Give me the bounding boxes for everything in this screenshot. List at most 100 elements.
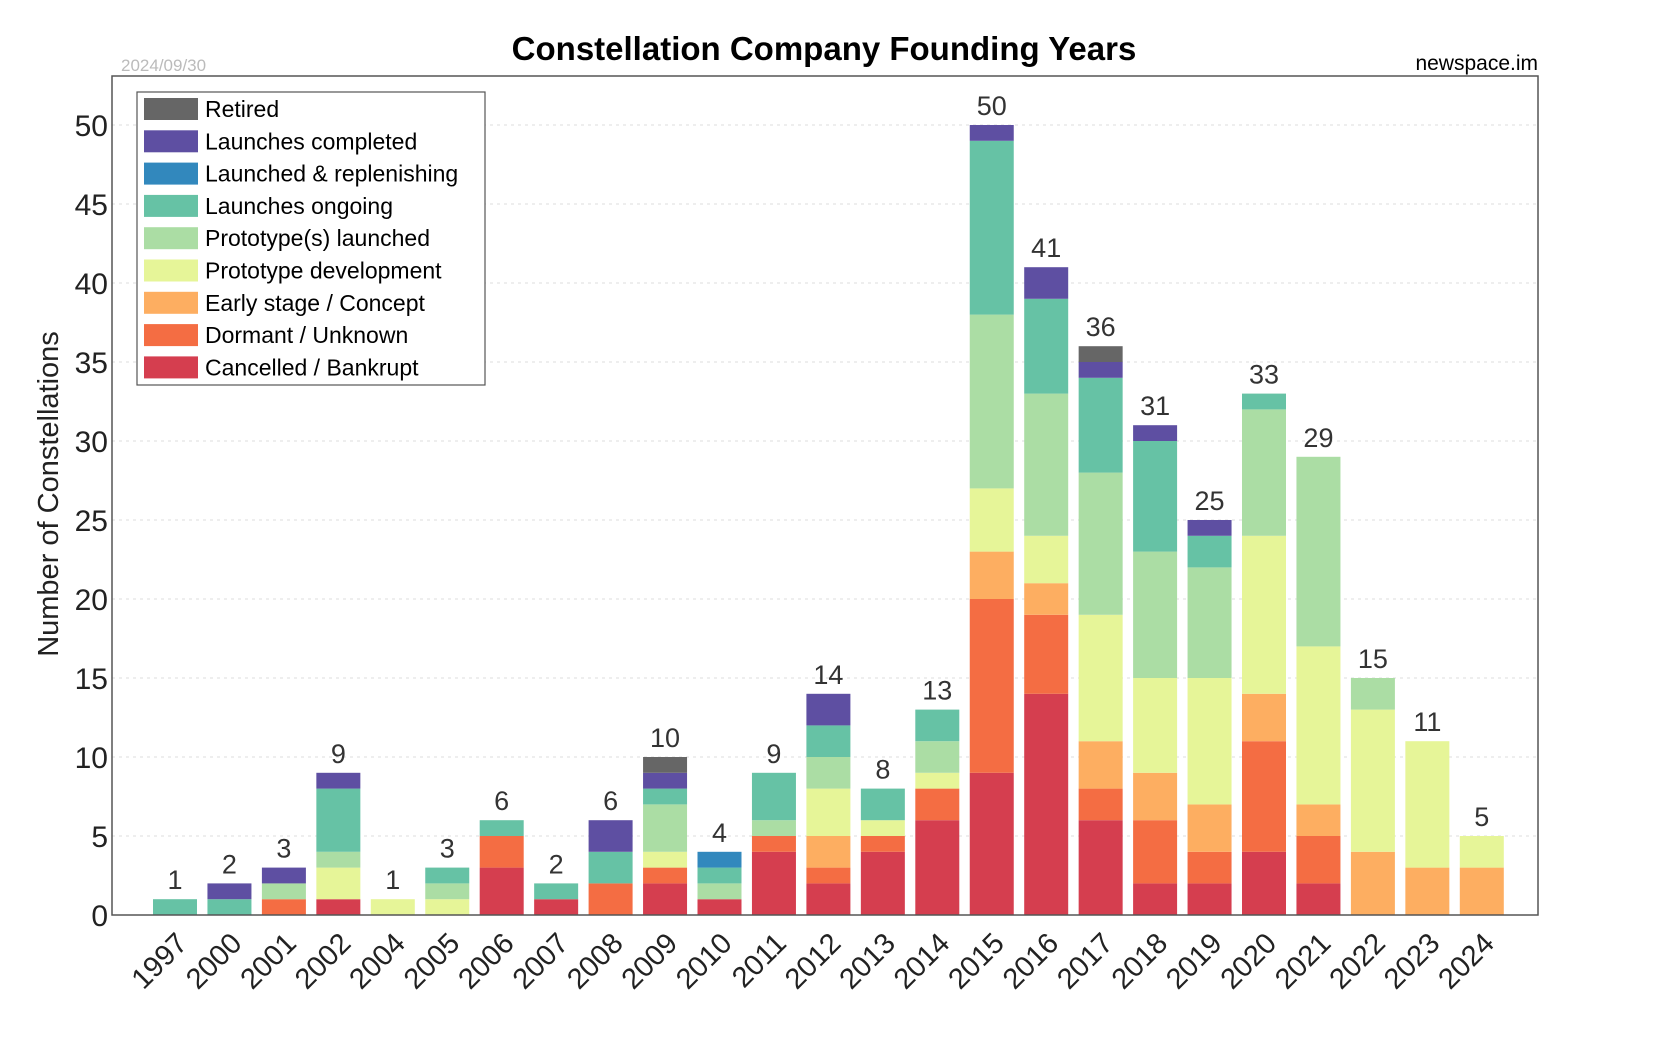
source-label: newspace.im xyxy=(1415,52,1538,75)
bar-segment xyxy=(261,899,306,915)
bar-segment xyxy=(316,772,361,789)
bar-total-label: 4 xyxy=(712,818,727,848)
bar-segment xyxy=(643,804,688,852)
bar-segment xyxy=(316,899,361,915)
bar-segment xyxy=(915,741,960,773)
bar-segment xyxy=(1133,820,1178,884)
chart-title: Constellation Company Founding Years xyxy=(512,30,1137,67)
bar-segment xyxy=(261,883,306,900)
bar-total-label: 9 xyxy=(331,739,346,769)
legend-swatch xyxy=(144,259,198,282)
x-tick-label: 2023 xyxy=(1378,927,1446,995)
bar-segment xyxy=(1242,409,1286,536)
bar-total-label: 1 xyxy=(167,865,182,895)
x-axis-ticks: 1997200020012002200420052006200720082009… xyxy=(126,927,1501,995)
x-tick-label: 2002 xyxy=(289,927,357,995)
y-axis-ticks: 0 5 10 15 20 25 30 35 40 45 50 xyxy=(75,110,108,933)
bar-segment xyxy=(1024,583,1069,615)
bar-segment xyxy=(751,836,796,852)
legend-label: Cancelled / Bankrupt xyxy=(205,354,419,380)
y-tick-label: 30 xyxy=(75,426,108,459)
bar-total-label: 3 xyxy=(276,834,291,864)
bar-total-label: 15 xyxy=(1358,644,1388,674)
bar-segment xyxy=(643,883,688,915)
bar-segment xyxy=(806,693,851,726)
x-tick-label: 2018 xyxy=(1106,927,1174,995)
x-tick-label: 2022 xyxy=(1324,927,1392,995)
bar-total-label: 36 xyxy=(1086,312,1116,342)
legend-label: Launches ongoing xyxy=(205,193,393,219)
bar-total-label: 50 xyxy=(977,91,1007,121)
bar-segment xyxy=(1078,377,1123,473)
bar-segment xyxy=(1024,393,1069,536)
y-tick-label: 40 xyxy=(75,268,108,301)
legend-swatch xyxy=(144,98,198,120)
x-tick-label: 2011 xyxy=(726,927,793,994)
legend-label: Launched & replenishing xyxy=(205,161,458,187)
bar-segment xyxy=(1459,836,1504,868)
y-axis-label: Number of Constellations xyxy=(33,331,65,657)
bar-segment xyxy=(479,867,524,915)
bar-segment xyxy=(1296,456,1341,647)
bar-segment xyxy=(1024,267,1069,299)
x-tick-label: 2008 xyxy=(561,927,629,995)
y-tick-label: 10 xyxy=(75,742,108,775)
bar-segment xyxy=(1187,851,1232,884)
bar-segment xyxy=(1078,741,1123,789)
bar-total-label: 1 xyxy=(385,865,400,895)
x-tick-label: 2016 xyxy=(997,927,1065,995)
bar-total-label: 3 xyxy=(440,834,455,864)
x-tick-label: 2004 xyxy=(344,927,412,995)
bar-segment xyxy=(1187,804,1232,852)
bar-segment xyxy=(860,836,905,852)
x-tick-label: 2020 xyxy=(1215,927,1283,995)
bar-segment xyxy=(969,772,1014,915)
legend-label: Early stage / Concept xyxy=(205,290,426,316)
x-tick-label: 2000 xyxy=(180,927,248,995)
x-tick-label: 2001 xyxy=(235,927,303,995)
bar-segment xyxy=(316,851,361,868)
bar-segment xyxy=(915,788,960,821)
bar-segment xyxy=(1078,788,1123,821)
bar-segment xyxy=(915,772,960,789)
bar-segment xyxy=(1405,741,1450,868)
bar-segment xyxy=(1405,867,1450,915)
bar-segment xyxy=(806,788,851,836)
date-label: 2024/09/30 xyxy=(121,56,206,75)
bar-total-label: 33 xyxy=(1249,360,1279,390)
y-tick-label: 0 xyxy=(91,900,108,933)
bar-total-label: 31 xyxy=(1140,391,1170,421)
bar-segment xyxy=(1242,851,1286,915)
bar-segment xyxy=(969,125,1014,141)
bar-segment xyxy=(969,314,1014,489)
x-tick-label: 2017 xyxy=(1051,927,1119,995)
bar-segment xyxy=(1133,772,1178,821)
bar-total-label: 6 xyxy=(603,786,618,816)
bar-segment xyxy=(1133,883,1178,915)
bar-segment xyxy=(1024,614,1069,694)
bar-segment xyxy=(915,820,960,915)
bar-total-label: 9 xyxy=(766,739,781,769)
legend-label: Prototype(s) launched xyxy=(205,225,430,251)
bar-segment xyxy=(697,851,742,868)
x-tick-label: 2014 xyxy=(888,927,956,995)
bar-segment xyxy=(207,899,252,915)
bar-segment xyxy=(1133,551,1178,678)
bar-segment xyxy=(697,867,742,884)
bar-segment xyxy=(643,788,688,805)
legend-swatch xyxy=(144,324,198,347)
bar-segment xyxy=(425,899,470,915)
x-tick-label: 2019 xyxy=(1160,927,1228,995)
x-tick-label: 2013 xyxy=(834,927,902,995)
bar-total-label: 29 xyxy=(1303,423,1333,453)
bar-segment xyxy=(860,851,905,915)
bar-segment xyxy=(1350,678,1395,710)
bar-segment xyxy=(207,883,252,900)
bar-segment xyxy=(860,820,905,836)
x-tick-label: 2015 xyxy=(942,927,1010,995)
bar-segment xyxy=(479,820,524,836)
bar-segment xyxy=(1024,535,1069,584)
bar-segment xyxy=(751,772,796,821)
bar-segment xyxy=(806,867,851,884)
x-tick-label: 1997 xyxy=(126,927,194,995)
